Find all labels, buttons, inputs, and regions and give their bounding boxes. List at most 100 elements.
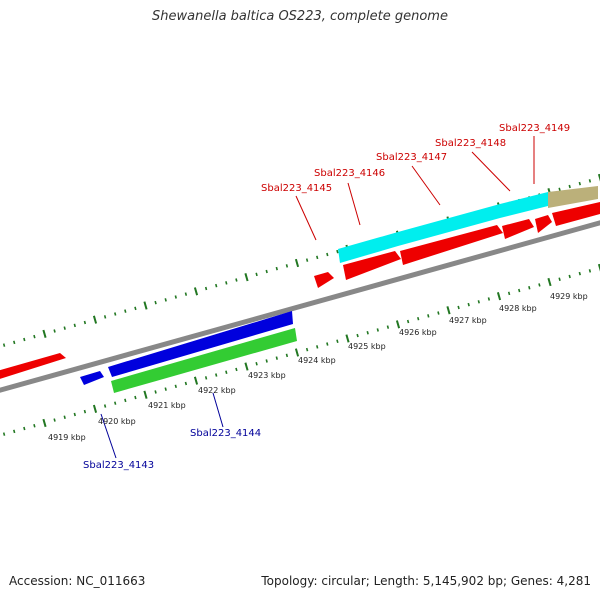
lower-ring-major-tick xyxy=(143,390,148,399)
lower-ring-minor-tick xyxy=(63,415,66,419)
upper-ring-minor-tick xyxy=(114,312,117,316)
lower-ring-major-tick xyxy=(42,418,47,428)
upper-ring-minor-tick xyxy=(103,315,107,319)
upper-ring-major-tick xyxy=(143,301,148,310)
upper-ring-major-tick xyxy=(42,329,47,338)
lower-ring-minor-tick xyxy=(578,271,581,276)
lower-ring-minor-tick xyxy=(225,370,228,374)
gene-feature-Sbal223_4143[interactable] xyxy=(108,311,293,377)
lower-ring-minor-tick xyxy=(174,384,177,389)
upper-ring-major-tick xyxy=(193,287,199,296)
upper-ring-major-tick xyxy=(92,315,98,324)
upper-ring-minor-tick xyxy=(33,334,36,339)
lower-ring-minor-tick xyxy=(376,328,379,332)
scale-label-4927: 4927 kbp xyxy=(449,316,487,325)
upper-ring-minor-tick xyxy=(265,269,268,274)
lower-ring-minor-tick xyxy=(568,274,571,279)
lower-ring-minor-tick xyxy=(558,277,561,281)
upper-ring-minor-tick xyxy=(73,323,76,328)
upper-tick-ring xyxy=(2,173,600,347)
lower-ring-minor-tick xyxy=(336,339,339,343)
leader-line-Sbal223_4148 xyxy=(471,151,511,192)
upper-ring-minor-tick xyxy=(124,309,127,313)
upper-ring-minor-tick xyxy=(174,295,177,299)
upper-ring-minor-tick xyxy=(336,249,339,254)
lower-ring-minor-tick xyxy=(23,426,26,431)
lower-ring-minor-tick xyxy=(134,395,137,400)
upper-ring-minor-tick xyxy=(275,266,278,271)
lower-ring-minor-tick xyxy=(356,333,359,338)
gene-feature-red-small-left[interactable] xyxy=(0,353,66,382)
cds-cyan-block-2[interactable] xyxy=(398,204,500,246)
leader-line-Sbal223_4146 xyxy=(347,182,361,226)
lower-ring-minor-tick xyxy=(33,424,36,428)
gene-label-Sbal223_4144[interactable]: Sbal223_4144 xyxy=(190,428,261,439)
upper-ring-minor-tick xyxy=(164,298,167,302)
scale-label-4925: 4925 kbp xyxy=(348,342,386,351)
gene-feature-Sbal223_4147[interactable] xyxy=(502,219,534,239)
scale-label-4928: 4928 kbp xyxy=(499,304,537,313)
cds-cyan-block-1[interactable] xyxy=(338,232,398,263)
scale-label-4926: 4926 kbp xyxy=(399,328,437,337)
gene-feature-red-left-upper[interactable] xyxy=(314,272,334,288)
lower-ring-minor-tick xyxy=(386,325,390,329)
lower-ring-minor-tick xyxy=(2,432,6,436)
upper-ring-minor-tick xyxy=(83,320,87,325)
gene-feature-Sbal223_4148[interactable] xyxy=(535,215,552,233)
lower-ring-minor-tick xyxy=(103,404,107,408)
genome-title: Shewanella baltica OS223, complete genom… xyxy=(152,9,448,24)
lower-ring-minor-tick xyxy=(457,305,460,310)
gene-label-Sbal223_4143[interactable]: Sbal223_4143 xyxy=(83,460,154,471)
lower-ring-major-tick xyxy=(395,320,401,329)
lower-ring-minor-tick xyxy=(406,319,410,324)
scale-label-4921: 4921 kbp xyxy=(148,401,186,410)
upper-ring-minor-tick xyxy=(204,286,208,291)
lower-ring-minor-tick xyxy=(184,381,188,386)
upper-ring-major-tick xyxy=(244,273,249,282)
lower-ring-minor-tick xyxy=(326,342,329,346)
lower-ring-minor-tick xyxy=(154,390,157,394)
gene-feature-blue-small[interactable] xyxy=(80,371,104,385)
lower-ring-minor-tick xyxy=(265,359,268,363)
gene-label-Sbal223_4146[interactable]: Sbal223_4146 xyxy=(314,168,385,179)
lower-ring-major-tick xyxy=(193,376,199,385)
upper-ring-minor-tick xyxy=(23,337,26,342)
leader-line-Sbal223_4143 xyxy=(100,413,117,459)
lower-ring-minor-tick xyxy=(73,412,76,417)
lower-ring-minor-tick xyxy=(538,283,541,287)
scale-label-4929: 4929 kbp xyxy=(550,292,588,301)
lower-ring-minor-tick xyxy=(427,314,430,318)
upper-ring-minor-tick xyxy=(578,181,581,186)
leader-line-Sbal223_4144 xyxy=(212,392,224,428)
lower-ring-minor-tick xyxy=(528,286,531,290)
lower-ring-minor-tick xyxy=(477,300,480,304)
scale-label-4919: 4919 kbp xyxy=(48,433,86,442)
upper-ring-minor-tick xyxy=(13,340,16,345)
lower-ring-major-tick xyxy=(92,404,98,413)
gene-feature-Sbal223_4149[interactable] xyxy=(552,202,600,226)
leader-line-Sbal223_4145 xyxy=(295,195,317,241)
feature-tan-block[interactable] xyxy=(548,186,598,208)
upper-ring-minor-tick xyxy=(568,184,571,189)
lower-ring-minor-tick xyxy=(235,367,238,372)
lower-ring-minor-tick xyxy=(487,297,491,301)
upper-ring-minor-tick xyxy=(53,329,56,333)
gene-label-Sbal223_4148[interactable]: Sbal223_4148 xyxy=(435,138,506,149)
scale-label-4920: 4920 kbp xyxy=(98,417,136,426)
lower-ring-minor-tick xyxy=(114,401,117,405)
lower-ring-minor-tick xyxy=(316,345,319,349)
scale-label-4922: 4922 kbp xyxy=(198,386,236,395)
gene-label-Sbal223_4145[interactable]: Sbal223_4145 xyxy=(261,183,332,194)
lower-ring-major-tick xyxy=(244,362,249,371)
gene-label-Sbal223_4149[interactable]: Sbal223_4149 xyxy=(499,123,570,134)
gene-feature-Sbal223_4145[interactable] xyxy=(343,251,401,280)
lower-ring-minor-tick xyxy=(437,311,440,315)
upper-ring-major-tick xyxy=(294,258,300,268)
lower-ring-major-tick xyxy=(496,292,502,301)
gene-feature-Sbal223_4144[interactable] xyxy=(111,328,297,393)
lower-ring-minor-tick xyxy=(124,398,127,403)
gene-feature-Sbal223_4146[interactable] xyxy=(400,225,503,265)
upper-ring-minor-tick xyxy=(225,281,228,285)
cds-cyan-block-3[interactable] xyxy=(500,192,548,218)
gene-label-Sbal223_4147[interactable]: Sbal223_4147 xyxy=(376,152,447,163)
